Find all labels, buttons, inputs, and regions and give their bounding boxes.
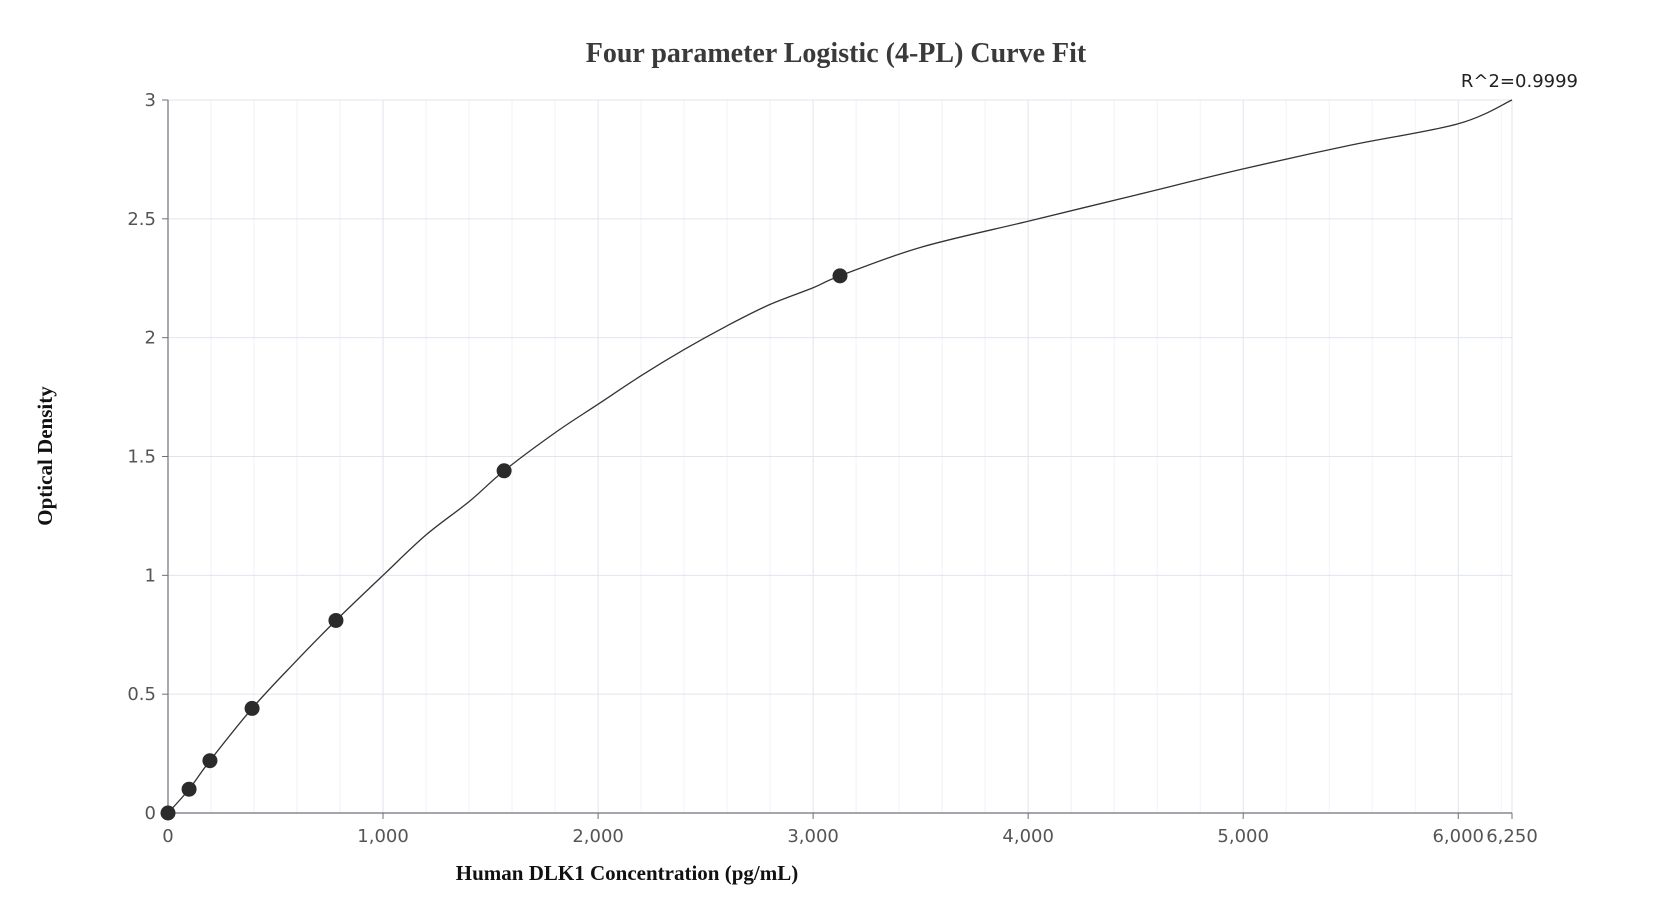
- y-tick-label: 0.5: [127, 684, 156, 705]
- x-tick-label: 3,000: [787, 826, 839, 847]
- y-tick-label: 1.5: [127, 447, 156, 468]
- data-point: [244, 700, 260, 716]
- data-point: [496, 463, 512, 479]
- data-point: [328, 612, 344, 628]
- chart-title: Four parameter Logistic (4-PL) Curve Fit: [586, 38, 1087, 69]
- x-tick-label: 2,000: [572, 826, 624, 847]
- x-tick-label: 6,000: [1432, 826, 1484, 847]
- grid: [168, 99, 1513, 813]
- y-tick-label: 1: [145, 565, 156, 586]
- fit-curve-line: [167, 99, 1513, 814]
- data-point: [832, 268, 848, 284]
- data-point: [202, 753, 218, 769]
- x-tick-label: 5,000: [1217, 826, 1269, 847]
- x-tick-label: 6,250: [1486, 826, 1538, 847]
- data-point: [181, 781, 197, 797]
- y-tick-label: 2: [145, 328, 156, 349]
- y-tick-label: 3: [145, 90, 156, 111]
- data-point: [160, 805, 176, 821]
- y-axis-title: Optical Density: [33, 386, 57, 526]
- r-squared-annotation: R^2=0.9999: [1461, 71, 1578, 92]
- x-tick-label: 0: [162, 826, 173, 847]
- fit-curve-layer: [167, 99, 1513, 814]
- y-tick-label: 0: [145, 803, 156, 824]
- x-tick-label: 1,000: [357, 826, 409, 847]
- x-tick-label: 4,000: [1002, 826, 1054, 847]
- y-tick-label: 2.5: [127, 209, 156, 230]
- data-points: [160, 268, 848, 821]
- x-axis-title: Human DLK1 Concentration (pg/mL): [456, 861, 798, 885]
- axes: 0 0.5 1 1.5 2 2.5 3 0 1,000 2,000 3,000 4,000 5,000 6…: [127, 90, 1537, 847]
